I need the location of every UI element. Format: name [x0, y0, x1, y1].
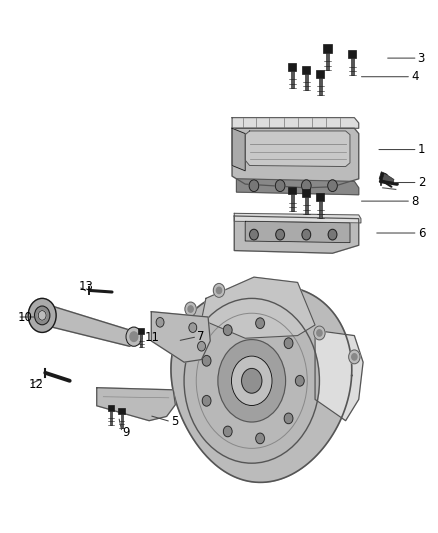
Polygon shape [305, 74, 308, 91]
Polygon shape [110, 411, 112, 425]
Circle shape [284, 413, 293, 424]
Text: 3: 3 [418, 52, 425, 64]
Text: 4: 4 [411, 70, 419, 83]
Polygon shape [201, 277, 315, 338]
Circle shape [188, 306, 193, 312]
Circle shape [28, 298, 56, 333]
Circle shape [126, 327, 142, 346]
Circle shape [38, 311, 46, 320]
Circle shape [249, 180, 259, 191]
Text: 6: 6 [418, 227, 425, 239]
Polygon shape [245, 131, 350, 166]
Text: 9: 9 [122, 426, 130, 439]
Circle shape [328, 229, 337, 240]
Polygon shape [97, 387, 175, 421]
Circle shape [198, 342, 205, 351]
Polygon shape [305, 197, 308, 214]
Polygon shape [382, 173, 394, 183]
Circle shape [202, 356, 211, 366]
Polygon shape [315, 330, 363, 421]
Circle shape [216, 287, 222, 294]
Circle shape [35, 306, 50, 325]
Text: 8: 8 [411, 195, 418, 208]
Circle shape [349, 350, 360, 364]
Polygon shape [48, 305, 140, 346]
Polygon shape [316, 70, 325, 78]
Polygon shape [351, 58, 353, 76]
Polygon shape [288, 187, 297, 195]
Text: 10: 10 [17, 311, 32, 324]
Circle shape [231, 356, 272, 406]
Circle shape [301, 180, 311, 191]
Polygon shape [234, 216, 359, 253]
Polygon shape [319, 78, 321, 95]
Circle shape [328, 180, 337, 191]
Circle shape [256, 318, 265, 328]
Circle shape [276, 229, 285, 240]
Polygon shape [237, 179, 359, 195]
Polygon shape [234, 213, 361, 223]
Circle shape [130, 332, 138, 342]
Circle shape [189, 323, 197, 333]
Circle shape [218, 340, 286, 422]
Polygon shape [120, 414, 123, 428]
Circle shape [302, 229, 311, 240]
Circle shape [185, 302, 196, 316]
Polygon shape [151, 312, 210, 362]
Text: 7: 7 [197, 330, 205, 343]
Text: 1: 1 [418, 143, 425, 156]
Circle shape [352, 354, 357, 360]
Polygon shape [288, 63, 297, 71]
Polygon shape [138, 328, 145, 334]
Polygon shape [319, 201, 321, 218]
Polygon shape [108, 405, 114, 411]
Circle shape [223, 426, 232, 437]
Text: 12: 12 [29, 378, 44, 391]
Polygon shape [171, 286, 352, 482]
Circle shape [156, 318, 164, 327]
Text: 5: 5 [171, 415, 178, 428]
Polygon shape [348, 50, 357, 58]
Polygon shape [323, 44, 332, 53]
Circle shape [284, 338, 293, 349]
Polygon shape [316, 193, 325, 201]
Circle shape [317, 330, 322, 336]
Polygon shape [232, 128, 359, 188]
Circle shape [213, 284, 225, 297]
Circle shape [250, 229, 258, 240]
Polygon shape [232, 128, 245, 171]
Polygon shape [232, 118, 359, 128]
Circle shape [242, 368, 262, 393]
Text: 2: 2 [418, 176, 425, 189]
Circle shape [184, 298, 319, 463]
Text: 13: 13 [78, 280, 93, 293]
Polygon shape [291, 195, 294, 211]
Polygon shape [245, 221, 350, 243]
Polygon shape [302, 189, 311, 197]
Polygon shape [291, 71, 294, 88]
Circle shape [256, 433, 265, 444]
Circle shape [295, 375, 304, 386]
Text: 11: 11 [145, 330, 160, 344]
Polygon shape [140, 334, 142, 347]
Polygon shape [326, 53, 329, 70]
Circle shape [276, 180, 285, 191]
Circle shape [314, 326, 325, 340]
Polygon shape [118, 408, 125, 414]
Polygon shape [379, 172, 387, 182]
Polygon shape [302, 66, 311, 74]
Circle shape [202, 395, 211, 406]
Circle shape [223, 325, 232, 335]
